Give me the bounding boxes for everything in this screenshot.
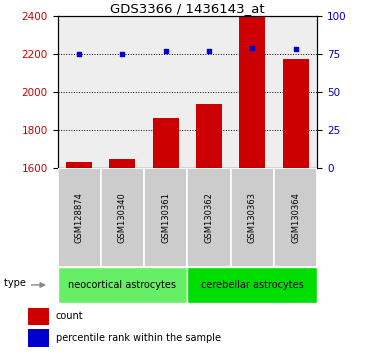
Bar bbox=[196, 104, 222, 168]
Text: GSM130362: GSM130362 bbox=[204, 192, 213, 243]
Point bbox=[293, 47, 299, 52]
Bar bbox=[29, 329, 49, 347]
Text: count: count bbox=[56, 311, 83, 321]
Bar bbox=[153, 118, 179, 168]
Bar bbox=[187, 168, 231, 267]
Point bbox=[249, 45, 255, 51]
Text: GSM130364: GSM130364 bbox=[291, 192, 300, 243]
Bar bbox=[58, 267, 187, 303]
Bar bbox=[274, 168, 317, 267]
Bar bbox=[187, 267, 317, 303]
Point bbox=[119, 51, 125, 57]
Point bbox=[206, 48, 212, 54]
Point bbox=[76, 51, 82, 57]
Bar bbox=[239, 16, 265, 168]
Bar bbox=[231, 168, 274, 267]
Text: GSM130340: GSM130340 bbox=[118, 192, 127, 243]
Bar bbox=[66, 162, 92, 168]
Text: GSM130363: GSM130363 bbox=[248, 192, 257, 243]
Bar bbox=[144, 168, 187, 267]
Text: percentile rank within the sample: percentile rank within the sample bbox=[56, 333, 221, 343]
Point bbox=[163, 48, 169, 54]
Text: cell type: cell type bbox=[0, 278, 26, 288]
Bar bbox=[101, 168, 144, 267]
Text: GSM128874: GSM128874 bbox=[75, 192, 83, 243]
Text: neocortical astrocytes: neocortical astrocytes bbox=[68, 280, 177, 290]
Bar bbox=[29, 308, 49, 325]
Text: cerebellar astrocytes: cerebellar astrocytes bbox=[201, 280, 303, 290]
Bar bbox=[283, 59, 309, 168]
Bar bbox=[109, 159, 135, 168]
Title: GDS3366 / 1436143_at: GDS3366 / 1436143_at bbox=[110, 2, 265, 15]
Bar bbox=[58, 168, 101, 267]
Text: GSM130361: GSM130361 bbox=[161, 192, 170, 243]
